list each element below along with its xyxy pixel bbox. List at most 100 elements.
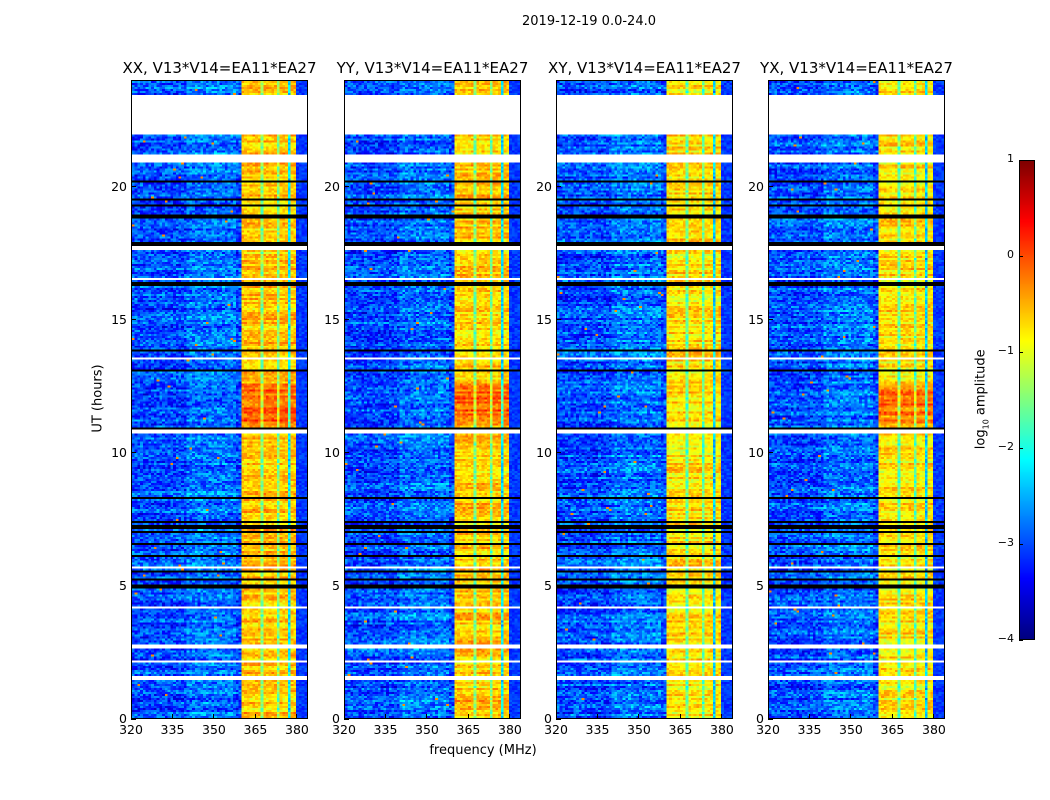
y-tick-mark [768, 319, 773, 321]
y-tick-label: 0 [332, 711, 340, 726]
colorbar-tick-mark [1019, 447, 1023, 449]
colorbar-tick-mark [1019, 543, 1023, 545]
x-tick-mark [638, 714, 640, 719]
x-tick-label: 380 [498, 722, 522, 737]
x-tick-label: 320 [544, 722, 568, 737]
heatmap-panel [768, 80, 945, 719]
x-tick-mark [933, 714, 935, 719]
colorbar-label-text: amplitude [973, 349, 989, 420]
y-tick-mark [344, 585, 349, 587]
x-tick-mark [808, 714, 810, 719]
y-tick-mark [344, 452, 349, 454]
colorbar-tick-mark [1019, 255, 1023, 257]
x-tick-mark [171, 714, 173, 719]
y-tick-mark [768, 186, 773, 187]
y-tick-mark [131, 585, 136, 587]
y-tick-mark [556, 718, 561, 720]
x-tick-label: 335 [797, 722, 822, 737]
colorbar-tick-label: −4 [997, 632, 1014, 645]
x-tick-mark [130, 714, 132, 719]
x-axis-label: frequency (MHz) [429, 743, 537, 758]
x-tick-label: 365 [668, 722, 693, 737]
colorbar-tick-label: −2 [997, 440, 1014, 453]
x-tick-mark [426, 714, 428, 719]
y-tick-mark [131, 319, 136, 321]
y-tick-mark [344, 186, 349, 187]
x-tick-label: 365 [243, 722, 268, 737]
heatmap-image [769, 81, 944, 718]
x-tick-label: 320 [332, 722, 356, 737]
heatmap-panel [344, 80, 521, 719]
x-tick-label: 350 [627, 722, 651, 737]
x-tick-mark [509, 714, 511, 719]
x-tick-label: 380 [285, 722, 309, 737]
panel-title: YY, V13*V14=EA11*EA27 [336, 59, 529, 77]
colorbar-tick-mark [1019, 159, 1023, 161]
y-tick-mark [556, 452, 561, 454]
y-tick-mark [768, 718, 773, 720]
colorbar [1019, 160, 1035, 640]
y-tick-label: 10 [111, 444, 127, 460]
heatmap-panel [131, 80, 308, 719]
x-tick-label: 350 [415, 722, 439, 737]
y-tick-label: 10 [324, 444, 340, 460]
y-tick-label: 0 [756, 711, 764, 726]
colorbar-tick-label: 0 [1007, 248, 1014, 261]
y-tick-label: 20 [748, 178, 764, 194]
x-tick-label: 350 [202, 722, 226, 737]
y-tick-label: 20 [111, 178, 127, 194]
x-tick-label: 365 [880, 722, 905, 737]
y-tick-label: 10 [536, 444, 552, 460]
x-tick-mark [555, 714, 557, 719]
panel-title: XX, V13*V14=EA11*EA27 [122, 59, 317, 77]
x-tick-mark [679, 714, 681, 719]
x-tick-mark [343, 714, 345, 719]
y-tick-mark [344, 319, 349, 321]
y-tick-mark [131, 186, 136, 187]
x-tick-label: 335 [585, 722, 610, 737]
colorbar-tick-label: 1 [1007, 152, 1014, 165]
figure-title: 2019-12-19 0.0-24.0 [522, 14, 656, 29]
x-tick-mark [384, 714, 386, 719]
x-tick-mark [296, 714, 298, 719]
colorbar-label-base: 10 [981, 419, 991, 430]
y-tick-mark [344, 718, 349, 720]
colorbar-tick-mark [1019, 351, 1023, 353]
x-tick-label: 320 [756, 722, 780, 737]
y-tick-label: 5 [332, 577, 340, 593]
colorbar-tick-label: −3 [997, 536, 1014, 549]
x-tick-label: 380 [922, 722, 946, 737]
y-tick-label: 15 [748, 311, 764, 327]
colorbar-label-log: log [973, 429, 989, 450]
panel-title: XY, V13*V14=EA11*EA27 [548, 59, 741, 77]
y-tick-label: 15 [536, 311, 552, 327]
y-tick-label: 0 [119, 711, 127, 726]
y-tick-mark [131, 452, 136, 454]
y-tick-label: 20 [324, 178, 340, 194]
x-tick-mark [467, 714, 469, 719]
x-tick-label: 350 [839, 722, 863, 737]
heatmap-image [132, 81, 307, 718]
heatmap-image [345, 81, 520, 718]
y-tick-label: 15 [324, 311, 340, 327]
x-tick-label: 320 [119, 722, 143, 737]
x-tick-label: 335 [160, 722, 185, 737]
y-tick-label: 5 [756, 577, 764, 593]
colorbar-gradient [1020, 161, 1034, 639]
x-tick-mark [891, 714, 893, 719]
x-tick-mark [254, 714, 256, 719]
y-tick-mark [131, 718, 136, 720]
x-tick-mark [596, 714, 598, 719]
y-tick-mark [556, 186, 561, 187]
y-tick-label: 20 [536, 178, 552, 194]
x-tick-mark [721, 714, 723, 719]
y-tick-label: 0 [544, 711, 552, 726]
x-tick-label: 365 [456, 722, 481, 737]
x-tick-mark [767, 714, 769, 719]
y-tick-mark [768, 452, 773, 454]
y-tick-mark [768, 585, 773, 587]
colorbar-label: log10 amplitude [974, 349, 991, 449]
heatmap-panel [556, 80, 733, 719]
x-tick-mark [850, 714, 852, 719]
y-axis-label: UT (hours) [90, 364, 106, 433]
